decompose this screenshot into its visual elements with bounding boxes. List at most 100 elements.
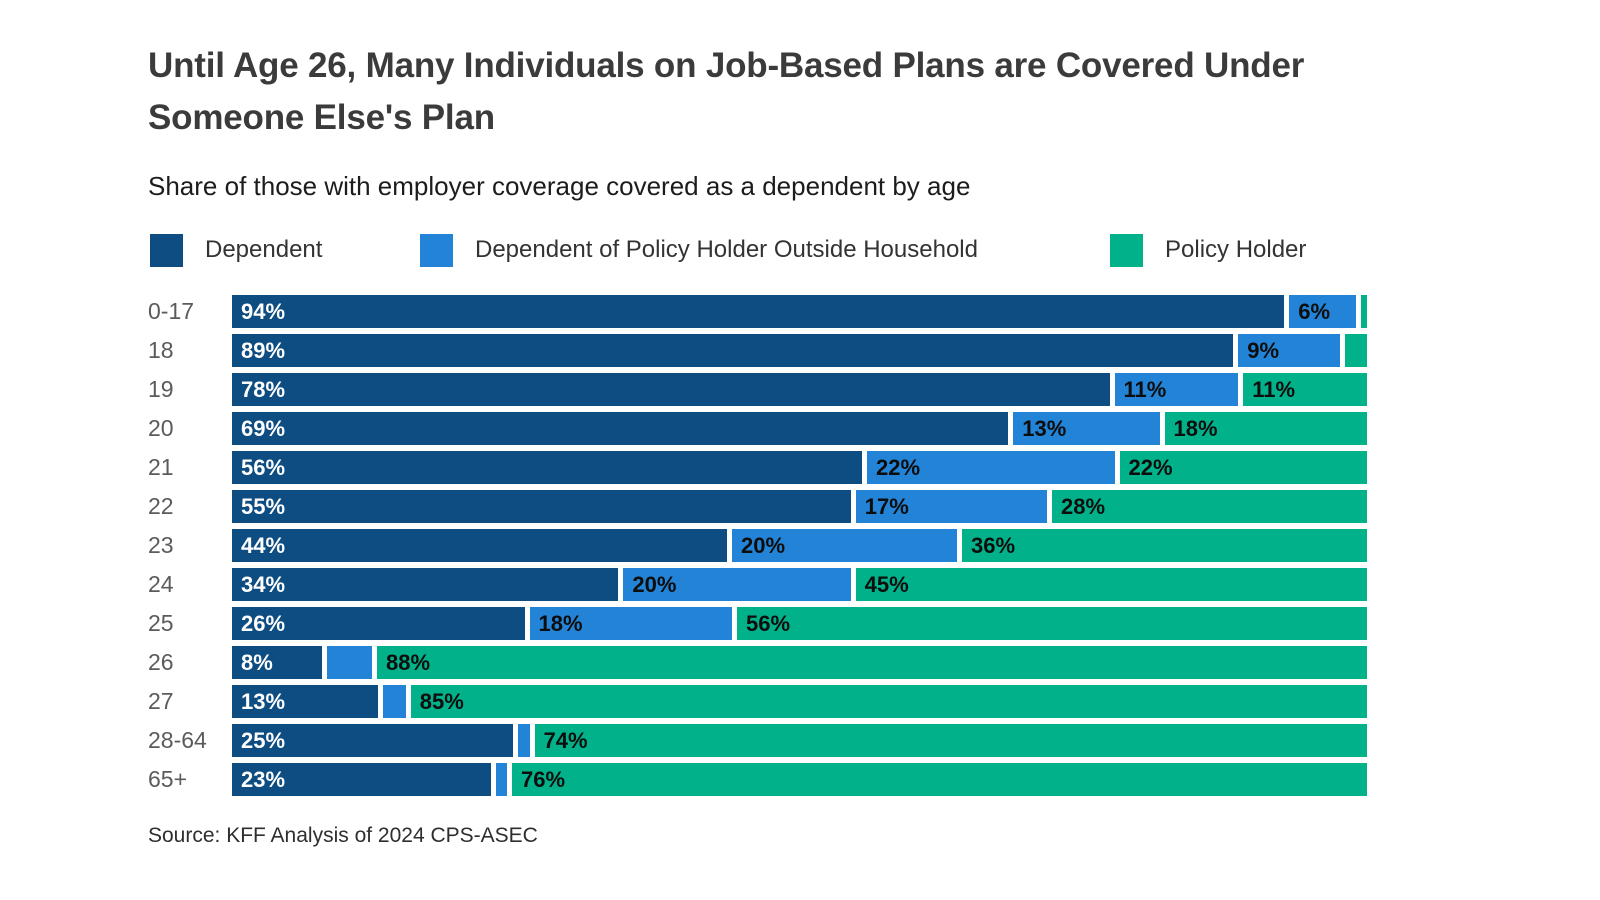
bar-segment: 55% (232, 490, 851, 523)
chart-subtitle: Share of those with employer coverage co… (148, 171, 971, 201)
bar-segment-value: 56% (746, 611, 791, 636)
age-label: 22 (148, 493, 174, 519)
bar-segment: 69% (232, 412, 1009, 445)
legend-item-policy-holder: Policy Holder (1110, 233, 1306, 267)
chart-row: 21 56% 22% 22% (148, 451, 1367, 484)
bar-segment (495, 763, 507, 796)
age-label: 26 (148, 649, 174, 675)
bar-group: 8% 88% (232, 646, 1367, 679)
bar-segment: 85% (410, 685, 1367, 718)
bar-group: 94% 6% (232, 295, 1367, 328)
bar-segment-value: 25% (241, 728, 286, 753)
age-label: 27 (148, 688, 174, 714)
bar-segment-value: 45% (864, 572, 909, 597)
legend-item-dependent-outside: Dependent of Policy Holder Outside House… (420, 233, 978, 267)
bar-segment-value: 22% (876, 455, 921, 480)
bar-segment-value: 94% (241, 299, 286, 324)
age-label: 18 (148, 337, 174, 363)
chart-title-line2: Someone Else's Plan (148, 98, 495, 137)
bar-segment: 44% (232, 529, 727, 562)
chart-row: 24 34% 20% 45% (148, 568, 1367, 601)
bar-segment: 94% (232, 295, 1285, 328)
chart-row: 27 13% 85% (148, 685, 1367, 718)
bar-group: 25% 74% (232, 724, 1367, 757)
bar-segment: 56% (737, 607, 1367, 640)
age-label: 21 (148, 454, 174, 480)
bar-group: 34% 20% 45% (232, 568, 1367, 601)
chart-row: 26 8% 88% (148, 646, 1367, 679)
bar-segment: 28% (1052, 490, 1367, 523)
bar-segment: 20% (623, 568, 851, 601)
bar-segment: 78% (232, 373, 1110, 406)
bar-segment: 89% (232, 334, 1234, 367)
bar-segment: 8% (232, 646, 322, 679)
age-label: 20 (148, 415, 174, 441)
bar-segment: 56% (232, 451, 862, 484)
bar-segment-value: 11% (1252, 377, 1296, 402)
bar-segment: 20% (732, 529, 957, 562)
chart-row: 28-64 25% 74% (148, 724, 1367, 757)
bar-segment: 45% (855, 568, 1367, 601)
age-label: 65+ (148, 766, 188, 792)
bar-segment-value: 55% (241, 494, 286, 519)
bar-segment (1344, 334, 1367, 367)
bar-segment: 36% (962, 529, 1367, 562)
legend-label-policy-holder: Policy Holder (1165, 236, 1307, 263)
bar-segment: 76% (512, 763, 1367, 796)
bar-segment-value: 26% (241, 611, 286, 636)
bar-segment-value: 20% (741, 533, 786, 558)
age-label: 28-64 (148, 727, 207, 753)
bar-group: 26% 18% 56% (232, 607, 1367, 640)
bar-segment: 9% (1238, 334, 1340, 367)
bar-segment-value: 13% (1022, 416, 1067, 441)
bar-segment-value: 22% (1128, 455, 1173, 480)
bar-segment: 17% (855, 490, 1047, 523)
bar-segment-value: 56% (241, 455, 286, 480)
bar-segment-value: 6% (1298, 299, 1331, 324)
legend-swatch-dependent (150, 233, 183, 267)
chart-row: 22 55% 17% 28% (148, 490, 1367, 523)
bar-segment-value: 76% (521, 767, 566, 792)
bar-segment-value: 34% (241, 572, 286, 597)
bar-segment: 23% (232, 763, 491, 796)
bar-group: 44% 20% 36% (232, 529, 1367, 562)
bar-segment (327, 646, 372, 679)
bar-segment: 11% (1114, 373, 1239, 406)
chart-row: 18 89% 9% (148, 334, 1367, 367)
bar-group: 89% 9% (232, 334, 1367, 367)
bar-group: 78% 11% 11% (232, 373, 1367, 406)
bar-segment-value: 74% (543, 728, 588, 753)
age-label: 19 (148, 376, 174, 402)
bar-segment (383, 685, 406, 718)
chart-row: 20 69% 13% 18% (148, 412, 1367, 445)
bar-group: 56% 22% 22% (232, 451, 1367, 484)
bar-segment: 13% (232, 685, 379, 718)
age-label: 0-17 (148, 298, 195, 324)
legend-swatch-dependent-outside (420, 233, 453, 267)
bar-segment: 22% (1119, 451, 1367, 484)
bar-segment: 26% (232, 607, 525, 640)
bar-segment-value: 8% (241, 650, 273, 675)
bar-segment: 74% (534, 724, 1367, 757)
chart-card: Until Age 26, Many Individuals on Job-Ba… (148, 40, 1448, 869)
bar-segment-value: 20% (632, 572, 677, 597)
bar-segment-value: 44% (241, 533, 286, 558)
bar-segment: 25% (232, 724, 514, 757)
bar-segment: 6% (1289, 295, 1357, 328)
chart-title: Until Age 26, Many Individuals on Job-Ba… (148, 40, 1448, 144)
chart-row: 65+ 23% 76% (148, 763, 1367, 796)
legend-label-dependent: Dependent (205, 236, 323, 263)
bar-segment-value: 18% (1173, 416, 1218, 441)
bar-segment-value: 88% (386, 650, 431, 675)
bar-segment: 18% (529, 607, 732, 640)
bar-segment-value: 89% (241, 338, 286, 363)
legend-swatch-policy-holder (1110, 233, 1143, 267)
bar-segment-value: 17% (864, 494, 909, 519)
bar-segment-value: 23% (241, 767, 286, 792)
bar-segment: 13% (1013, 412, 1160, 445)
bar-segment: 34% (232, 568, 619, 601)
chart-row: 23 44% 20% 36% (148, 529, 1367, 562)
bar-segment-value: 13% (241, 689, 286, 714)
bar-segment-value: 28% (1061, 494, 1106, 519)
